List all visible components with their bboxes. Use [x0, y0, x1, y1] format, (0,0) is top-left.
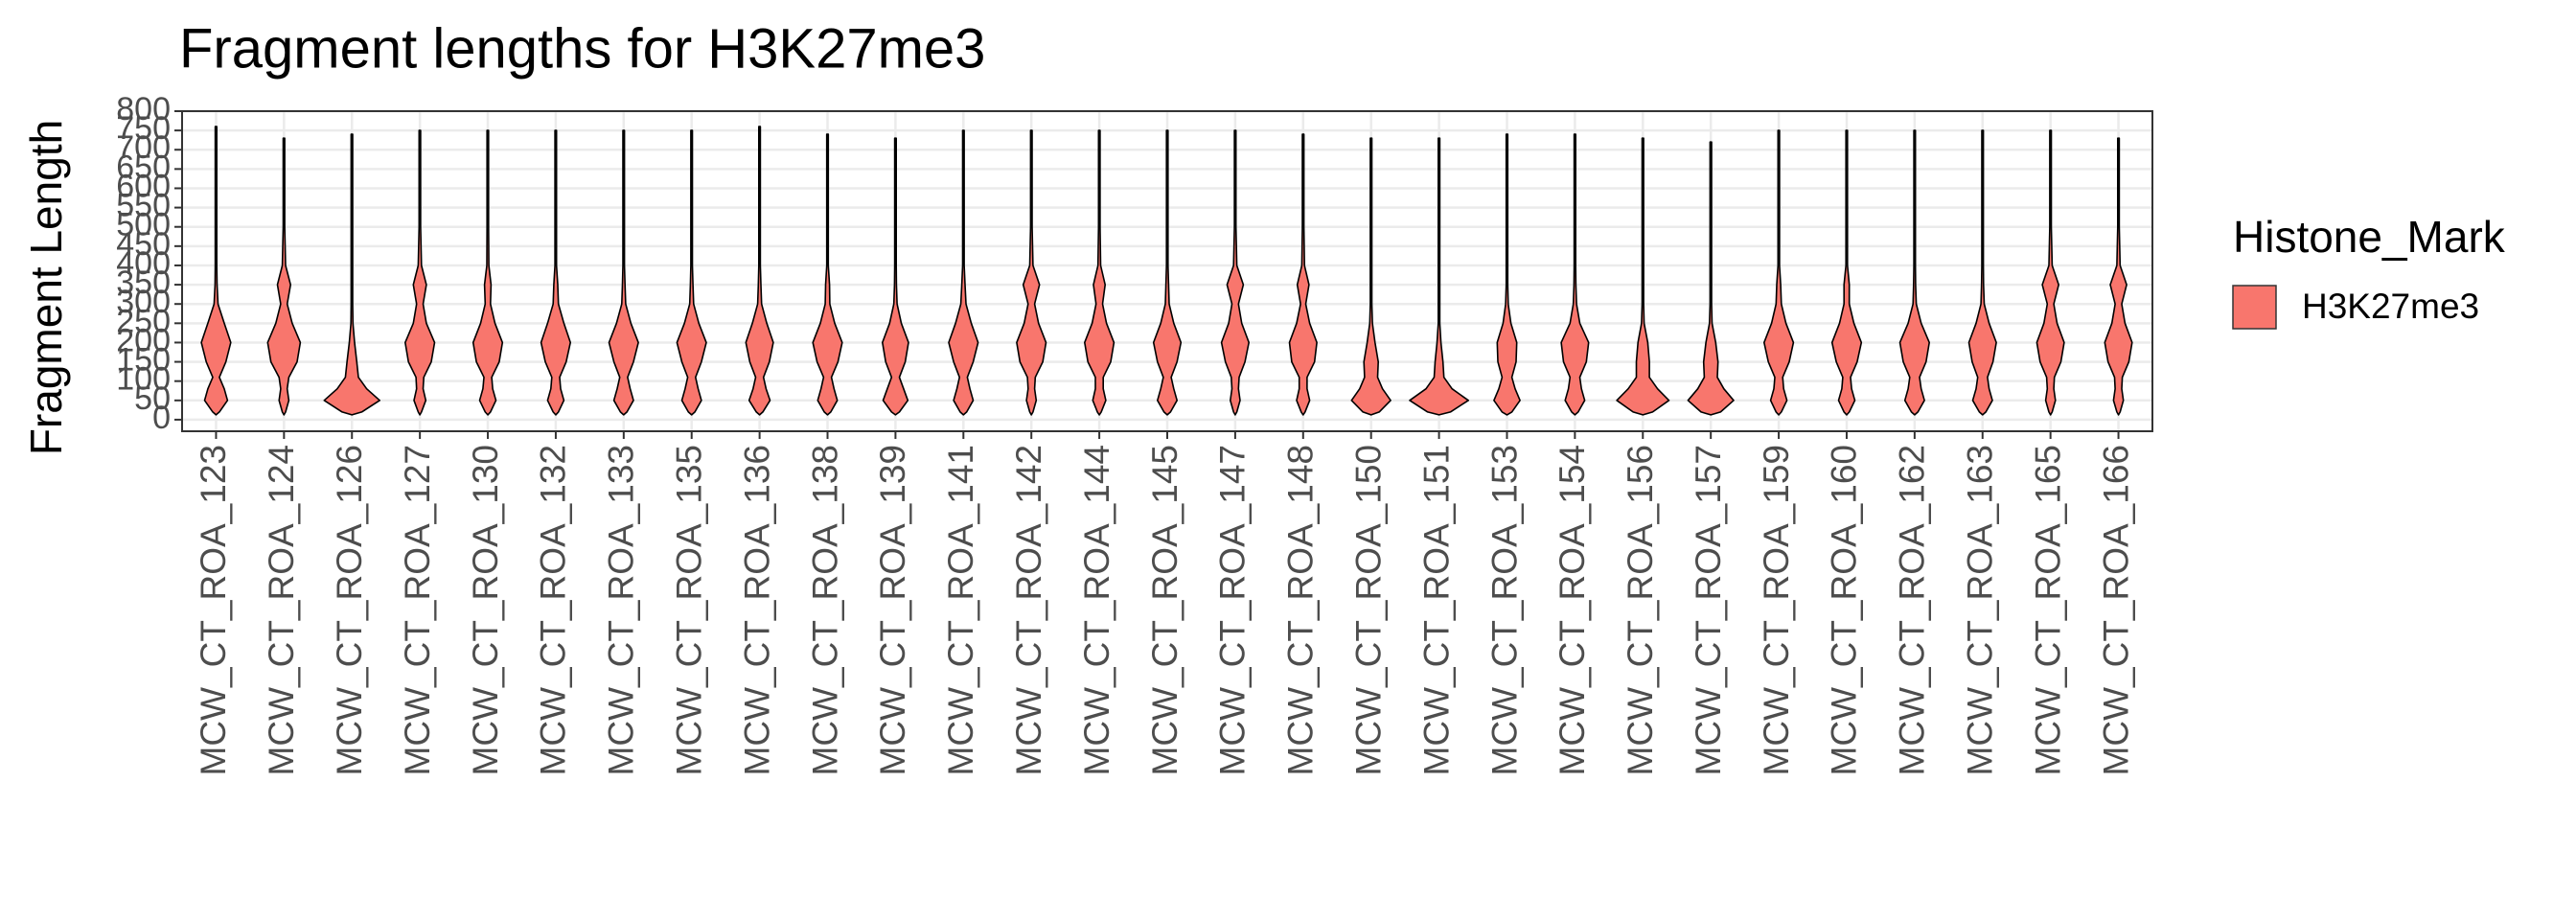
legend-label: H3K27me3 — [2302, 287, 2479, 326]
violin — [1220, 129, 1250, 416]
x-tick-label: MCW_CT_ROA_138 — [805, 445, 844, 775]
x-tick-label: MCW_CT_ROA_148 — [1281, 445, 1321, 775]
y-tick-label: 450 — [116, 226, 171, 263]
y-tick-label: 50 — [134, 380, 171, 417]
violin — [745, 126, 774, 416]
x-tick-label: MCW_CT_ROA_133 — [602, 445, 641, 775]
violin — [472, 129, 504, 416]
x-tick-label: MCW_CT_ROA_135 — [670, 445, 709, 775]
y-tick-label: 650 — [116, 149, 171, 185]
violin — [323, 133, 380, 416]
y-tick-label: 600 — [116, 168, 171, 204]
x-tick-label: MCW_CT_ROA_165 — [2028, 445, 2067, 775]
x-tick-label: MCW_CT_ROA_142 — [1009, 445, 1048, 775]
y-tick-label: 300 — [116, 284, 171, 320]
x-tick-label: MCW_CT_ROA_136 — [737, 445, 776, 775]
x-tick-label: MCW_CT_ROA_126 — [330, 445, 369, 775]
violin — [1016, 129, 1047, 416]
x-tick-label: MCW_CT_ROA_144 — [1077, 445, 1116, 775]
violin — [882, 137, 909, 416]
x-tick-label: MCW_CT_ROA_156 — [1621, 445, 1660, 775]
legend-key — [2232, 285, 2277, 330]
y-tick-label: 200 — [116, 322, 171, 358]
violin — [404, 129, 436, 416]
y-tick-label: 800 — [116, 91, 171, 127]
x-tick-label: MCW_CT_ROA_141 — [941, 445, 980, 775]
x-tick-label: MCW_CT_ROA_127 — [398, 445, 437, 775]
y-tick-label: 550 — [116, 188, 171, 224]
violin — [1763, 129, 1795, 416]
x-tick-label: MCW_CT_ROA_157 — [1689, 445, 1728, 775]
x-tick-label: MCW_CT_ROA_163 — [1961, 445, 2000, 775]
violin — [948, 129, 979, 416]
y-tick-label: 150 — [116, 342, 171, 379]
violin — [1967, 129, 1997, 416]
violin — [1493, 133, 1521, 416]
violin — [1830, 129, 1863, 416]
violin — [1616, 137, 1670, 416]
violin — [1084, 129, 1116, 416]
violin — [1152, 129, 1183, 416]
violin — [2104, 137, 2133, 416]
x-tick-label: MCW_CT_ROA_151 — [1416, 445, 1456, 775]
x-tick-label: MCW_CT_ROA_153 — [1484, 445, 1524, 775]
violin — [1687, 141, 1735, 416]
y-tick-label: 0 — [152, 400, 171, 436]
violin — [540, 129, 571, 416]
y-tick-label: 250 — [116, 303, 171, 339]
x-tick-label: MCW_CT_ROA_132 — [534, 445, 573, 775]
violin — [1560, 133, 1590, 416]
y-tick-label: 750 — [116, 110, 171, 147]
x-tick-label: MCW_CT_ROA_160 — [1825, 445, 1864, 775]
x-tick-label: MCW_CT_ROA_162 — [1893, 445, 1932, 775]
y-tick-label: 700 — [116, 129, 171, 166]
violin — [1288, 133, 1318, 416]
x-tick-label: MCW_CT_ROA_154 — [1552, 445, 1592, 775]
chart-title: Fragment lengths for H3K27me3 — [179, 17, 985, 80]
violin — [2036, 129, 2065, 416]
y-tick-label: 100 — [116, 361, 171, 398]
x-tick-label: MCW_CT_ROA_145 — [1145, 445, 1184, 775]
x-tick-label: MCW_CT_ROA_150 — [1348, 445, 1388, 775]
y-axis-title: Fragment Length — [21, 120, 71, 455]
violin — [1898, 129, 1930, 416]
y-tick-label: 400 — [116, 245, 171, 282]
violin — [266, 137, 302, 416]
violin — [1350, 137, 1392, 416]
panel-border — [181, 110, 2153, 432]
violin — [608, 129, 639, 416]
violin — [1409, 137, 1469, 416]
x-tick-label: MCW_CT_ROA_166 — [2096, 445, 2135, 775]
violin — [676, 129, 707, 416]
x-tick-label: MCW_CT_ROA_130 — [466, 445, 505, 775]
y-tick-label: 500 — [116, 207, 171, 243]
x-tick-label: MCW_CT_ROA_147 — [1213, 445, 1253, 775]
violin — [200, 126, 232, 416]
x-tick-label: MCW_CT_ROA_124 — [262, 445, 301, 775]
legend-title: Histone_Mark — [2233, 212, 2506, 262]
x-tick-label: MCW_CT_ROA_159 — [1757, 445, 1796, 775]
y-tick-label: 350 — [116, 264, 171, 301]
violin — [812, 133, 843, 416]
x-tick-label: MCW_CT_ROA_139 — [873, 445, 912, 775]
x-tick-label: MCW_CT_ROA_123 — [194, 445, 233, 775]
